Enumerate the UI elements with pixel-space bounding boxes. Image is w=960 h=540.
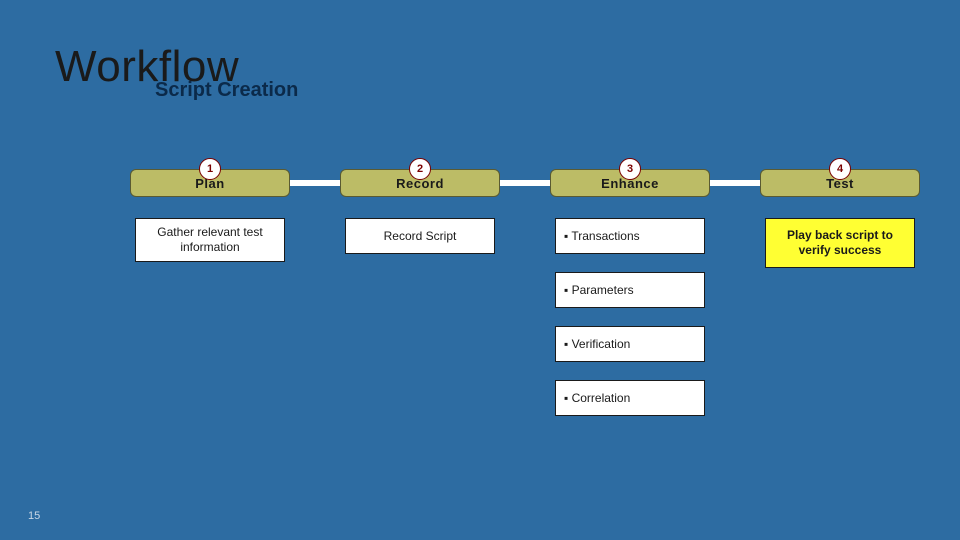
stage-badge-4: 4 xyxy=(829,158,851,180)
detail-enhance-3: ▪ Correlation xyxy=(555,380,705,416)
details-record: Record Script xyxy=(345,218,495,272)
stage-badge-2: 2 xyxy=(409,158,431,180)
stage-badge-1: 1 xyxy=(199,158,221,180)
detail-enhance-0: ▪ Transactions xyxy=(555,218,705,254)
stage-badge-3: 3 xyxy=(619,158,641,180)
stage-col-plan: 1 Plan Gather relevant test information xyxy=(130,158,290,197)
slide-number: 15 xyxy=(28,510,40,522)
detail-enhance-2: ▪ Verification xyxy=(555,326,705,362)
stage-col-record: 2 Record Record Script xyxy=(340,158,500,197)
stage-col-test: 4 Test Play back script to verify succes… xyxy=(760,158,920,197)
details-plan: Gather relevant test information xyxy=(135,218,285,280)
page-subtitle: Script Creation xyxy=(155,79,298,102)
detail-test-0: Play back script to verify success xyxy=(765,218,915,268)
detail-enhance-1: ▪ Parameters xyxy=(555,272,705,308)
detail-record-0: Record Script xyxy=(345,218,495,254)
detail-plan-0: Gather relevant test information xyxy=(135,218,285,262)
title-block: Workflow Script Creation xyxy=(55,42,239,92)
connector-2-3 xyxy=(500,180,550,186)
connector-1-2 xyxy=(290,180,340,186)
connector-3-4 xyxy=(710,180,760,186)
details-enhance: ▪ Transactions ▪ Parameters ▪ Verificati… xyxy=(555,218,705,434)
stage-col-enhance: 3 Enhance ▪ Transactions ▪ Parameters ▪ … xyxy=(550,158,710,197)
details-test: Play back script to verify success xyxy=(765,218,915,286)
